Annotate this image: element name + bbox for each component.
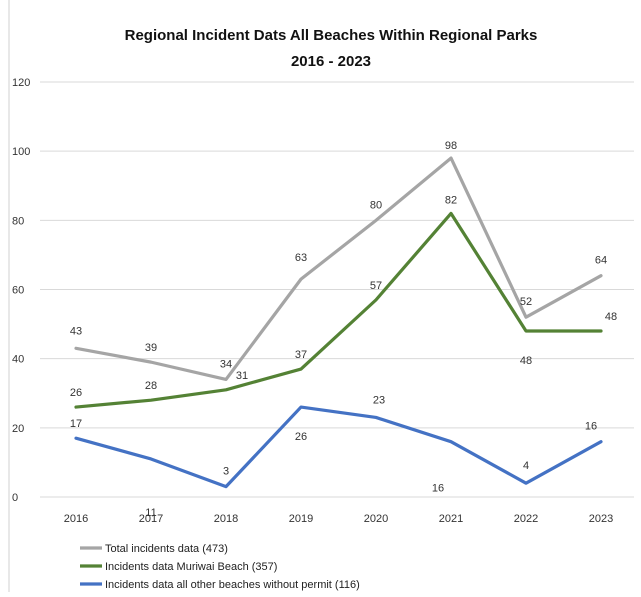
legend-entry: Incidents data Muriwai Beach (357) <box>105 561 277 573</box>
data-label: 34 <box>220 358 232 370</box>
legend: Total incidents data (473) Incidents data… <box>80 543 360 591</box>
data-label: 48 <box>605 311 617 323</box>
x-tick-label: 2023 <box>589 513 613 525</box>
x-tick-label: 2022 <box>514 513 538 525</box>
x-tick-label: 2019 <box>289 513 313 525</box>
x-tick-label: 2016 <box>64 513 88 525</box>
data-labels: 43 39 34 63 80 98 52 64 26 28 31 37 57 82 48 48 17 11 3 26 2… <box>70 140 617 519</box>
data-point <box>450 441 452 443</box>
data-label: 39 <box>145 342 157 354</box>
y-tick-label: 20 <box>12 423 24 435</box>
data-point <box>600 441 602 443</box>
x-tick-label: 2021 <box>439 513 463 525</box>
x-tick-label: 2017 <box>139 513 163 525</box>
data-label: 17 <box>70 418 82 430</box>
data-label: 3 <box>223 466 229 478</box>
data-point <box>525 482 527 484</box>
y-tick-label: 40 <box>12 354 24 366</box>
data-label: 11 <box>145 507 156 519</box>
data-point <box>75 347 77 349</box>
data-label: 26 <box>295 431 307 443</box>
data-point <box>225 389 227 391</box>
data-label: 28 <box>145 380 157 392</box>
data-point <box>600 275 602 277</box>
data-label: 37 <box>295 349 307 361</box>
data-label: 23 <box>373 394 385 406</box>
data-label: 63 <box>295 252 307 264</box>
data-point <box>150 399 152 401</box>
legend-entry: Total incidents data (473) <box>105 543 228 555</box>
y-axis-ticks: 0 20 40 60 80 100 120 <box>12 77 30 504</box>
gridlines <box>40 81 634 498</box>
data-label: 31 <box>236 370 248 382</box>
data-point <box>600 330 602 332</box>
data-label: 43 <box>70 325 82 337</box>
x-tick-label: 2020 <box>364 513 388 525</box>
y-tick-label: 80 <box>12 215 24 227</box>
chart-subtitle: 2016 - 2023 <box>291 53 371 70</box>
y-tick-label: 0 <box>12 492 18 504</box>
legend-entry: Incidents data all other beaches without… <box>105 579 360 591</box>
data-point <box>375 299 377 301</box>
data-point <box>525 316 527 318</box>
data-label: 26 <box>70 387 82 399</box>
data-point <box>450 157 452 159</box>
series-line-2 <box>74 211 603 409</box>
data-point <box>150 361 152 363</box>
data-label: 16 <box>432 483 444 495</box>
y-tick-label: 100 <box>12 146 30 158</box>
y-tick-label: 60 <box>12 285 24 297</box>
data-point <box>450 212 452 214</box>
data-label: 52 <box>520 296 532 308</box>
data-label: 98 <box>445 140 457 152</box>
data-point <box>375 219 377 221</box>
data-point <box>300 278 302 280</box>
data-label: 64 <box>595 255 607 267</box>
data-point <box>375 416 377 418</box>
data-point <box>300 406 302 408</box>
series-line-1 <box>74 156 603 382</box>
data-label: 57 <box>370 280 382 292</box>
data-label: 16 <box>585 421 597 433</box>
data-point <box>525 330 527 332</box>
x-tick-label: 2018 <box>214 513 238 525</box>
series-lines <box>74 156 603 489</box>
chart-title: Regional Incident Dats All Beaches Withi… <box>125 27 538 44</box>
y-tick-label: 120 <box>12 77 30 89</box>
series-line-3 <box>74 405 603 489</box>
data-point <box>300 368 302 370</box>
x-axis-ticks: 2016 2017 2018 2019 2020 2021 2022 2023 <box>64 513 613 525</box>
data-point <box>225 378 227 380</box>
data-label: 82 <box>445 194 457 206</box>
data-label: 80 <box>370 199 382 211</box>
data-label: 48 <box>520 355 532 367</box>
data-point <box>75 437 77 439</box>
data-point <box>75 406 77 408</box>
data-point <box>150 458 152 460</box>
data-point <box>225 486 227 488</box>
data-label: 4 <box>523 460 529 472</box>
